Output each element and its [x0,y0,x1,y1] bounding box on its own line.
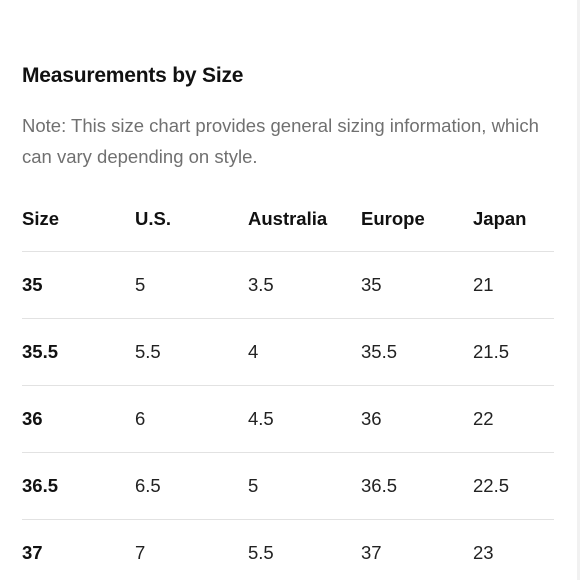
table-row: 37 7 5.5 37 23 [22,520,554,580]
cell-australia: 3.5 [248,274,274,295]
table-row: 35.5 5.5 4 35.5 21.5 [22,319,554,386]
cell-australia: 4.5 [248,408,274,429]
cell-us: 5.5 [135,341,161,362]
table-header-row: Size U.S. Australia Europe Japan [22,186,554,252]
cell-europe: 35 [361,274,382,295]
size-note: Note: This size chart provides general s… [22,115,539,167]
table-row: 36 6 4.5 36 22 [22,386,554,453]
panel-edge [577,0,580,580]
cell-size: 36 [22,408,43,429]
header-europe: Europe [361,207,425,229]
cell-japan: 21.5 [473,341,510,362]
cell-europe: 37 [361,542,382,563]
cell-japan: 22 [473,408,494,429]
header-size: Size [22,207,60,229]
cell-europe: 36.5 [361,475,398,496]
cell-us: 7 [135,542,146,563]
cell-japan: 21 [473,274,494,295]
cell-size: 37 [22,542,43,563]
cell-australia: 4 [248,341,259,362]
cell-europe: 35.5 [361,341,398,362]
cell-japan: 23 [473,542,494,563]
cell-australia: 5.5 [248,542,274,563]
section-title: Measurements by Size [22,64,244,87]
cell-us: 6.5 [135,475,161,496]
cell-size: 35.5 [22,341,59,362]
header-australia: Australia [248,207,328,229]
cell-europe: 36 [361,408,382,429]
cell-japan: 22.5 [473,475,510,496]
cell-us: 6 [135,408,146,429]
table-row: 36.5 6.5 5 36.5 22.5 [22,453,554,520]
cell-size: 36.5 [22,475,59,496]
size-table: Size U.S. Australia Europe Japan 35 5 3.… [22,186,554,580]
cell-us: 5 [135,274,146,295]
header-japan: Japan [473,207,527,229]
cell-australia: 5 [248,475,259,496]
header-us: U.S. [135,207,171,229]
table-row: 35 5 3.5 35 21 [22,252,554,319]
cell-size: 35 [22,274,43,295]
